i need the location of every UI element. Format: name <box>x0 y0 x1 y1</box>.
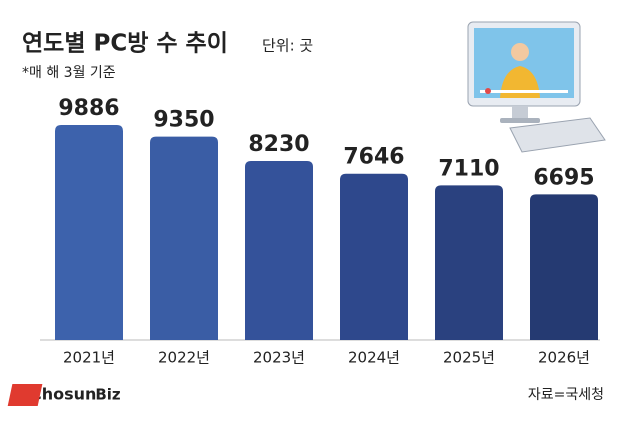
data-label: 6695 <box>533 165 594 190</box>
logo-text: Biz <box>95 386 121 404</box>
bar <box>55 125 123 340</box>
computer-illustration <box>467 21 606 153</box>
unit-label: 단위: 곳 <box>262 37 313 55</box>
bar <box>435 185 503 340</box>
bar <box>530 194 598 340</box>
data-label: 9886 <box>58 96 119 121</box>
data-label: 7110 <box>438 156 499 181</box>
data-label: 9350 <box>153 108 214 133</box>
x-tick-label: 2026년 <box>538 349 590 367</box>
bar <box>245 161 313 340</box>
logo-box <box>7 384 43 406</box>
x-tick-label: 2021년 <box>63 349 115 367</box>
logo-text: Chosun <box>30 385 96 404</box>
source: 자료=국세청 <box>528 387 604 403</box>
logo: Chosun Biz <box>7 384 121 406</box>
data-label: 8230 <box>248 132 309 157</box>
chart-title: 연도별 PC방 수 추이 <box>22 31 228 57</box>
bar <box>150 136 218 340</box>
chart-subtitle: *매 해 3월 기준 <box>22 65 116 81</box>
x-tick-label: 2025년 <box>443 349 495 367</box>
x-tick-label: 2024년 <box>348 349 400 367</box>
x-tick-label: 2022년 <box>158 349 210 367</box>
x-tick-label: 2023년 <box>253 349 305 367</box>
data-label: 7646 <box>343 145 404 170</box>
bar <box>340 173 408 340</box>
